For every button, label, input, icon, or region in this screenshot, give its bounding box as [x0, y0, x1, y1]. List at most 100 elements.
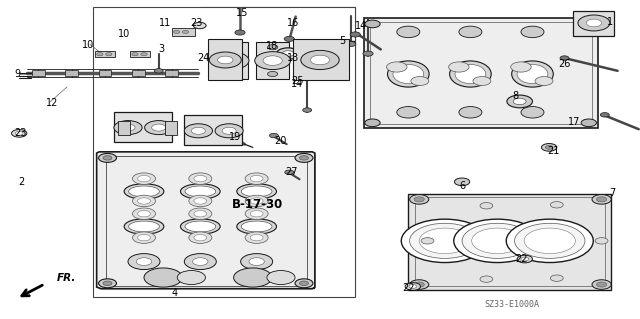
Circle shape	[132, 208, 156, 219]
Circle shape	[295, 279, 313, 288]
Circle shape	[209, 52, 241, 68]
Text: 27: 27	[285, 167, 298, 177]
Circle shape	[310, 55, 330, 65]
Circle shape	[480, 276, 493, 282]
Circle shape	[401, 219, 488, 263]
Circle shape	[189, 208, 212, 219]
Circle shape	[152, 124, 166, 131]
Text: 7: 7	[609, 188, 616, 198]
Circle shape	[363, 51, 373, 56]
Circle shape	[218, 56, 233, 64]
Text: 15: 15	[236, 8, 248, 18]
Circle shape	[255, 52, 291, 70]
Circle shape	[15, 131, 23, 135]
Circle shape	[305, 56, 324, 65]
Polygon shape	[95, 51, 115, 57]
Text: 10: 10	[118, 29, 131, 40]
Circle shape	[184, 124, 212, 138]
Text: 23: 23	[191, 18, 203, 28]
Circle shape	[245, 208, 268, 219]
Circle shape	[409, 285, 417, 288]
Polygon shape	[165, 70, 178, 76]
Circle shape	[97, 53, 103, 56]
Circle shape	[513, 98, 526, 105]
Text: 6: 6	[460, 181, 466, 191]
Circle shape	[138, 234, 150, 241]
Text: 10: 10	[82, 40, 94, 50]
Circle shape	[459, 107, 482, 118]
Circle shape	[595, 238, 608, 244]
Circle shape	[245, 173, 268, 184]
Circle shape	[596, 282, 607, 287]
Circle shape	[419, 228, 470, 254]
Circle shape	[235, 30, 245, 35]
Polygon shape	[132, 70, 145, 76]
Circle shape	[241, 254, 273, 270]
Polygon shape	[214, 42, 248, 79]
Circle shape	[282, 51, 294, 56]
Polygon shape	[99, 70, 111, 76]
Circle shape	[411, 77, 429, 85]
Polygon shape	[118, 121, 130, 135]
Circle shape	[132, 173, 156, 184]
Circle shape	[410, 195, 429, 204]
Ellipse shape	[124, 219, 164, 234]
Circle shape	[132, 53, 138, 56]
Circle shape	[365, 20, 380, 28]
Polygon shape	[114, 112, 172, 142]
Circle shape	[138, 175, 150, 182]
Circle shape	[154, 69, 163, 73]
Polygon shape	[99, 154, 314, 288]
Ellipse shape	[241, 221, 272, 232]
Ellipse shape	[237, 184, 276, 199]
Circle shape	[245, 195, 268, 207]
Circle shape	[365, 119, 380, 127]
Circle shape	[99, 279, 116, 288]
Ellipse shape	[517, 64, 548, 84]
Circle shape	[545, 145, 553, 149]
Text: 17: 17	[568, 117, 580, 127]
Circle shape	[506, 219, 593, 263]
Text: 22: 22	[402, 283, 415, 293]
Circle shape	[177, 271, 205, 285]
Text: 9: 9	[14, 69, 20, 79]
Circle shape	[234, 268, 272, 287]
Text: 2: 2	[18, 177, 24, 187]
Polygon shape	[204, 7, 355, 103]
Text: SZ33-E1000A: SZ33-E1000A	[484, 300, 540, 309]
Circle shape	[12, 130, 27, 137]
Circle shape	[193, 22, 206, 29]
Circle shape	[250, 198, 263, 204]
Text: 13: 13	[287, 53, 299, 63]
Circle shape	[194, 234, 207, 241]
Circle shape	[473, 77, 491, 85]
Circle shape	[194, 175, 207, 182]
Circle shape	[173, 30, 180, 33]
Text: 1: 1	[607, 17, 613, 27]
Text: 14: 14	[291, 78, 303, 89]
Circle shape	[249, 258, 264, 265]
Circle shape	[300, 156, 308, 160]
Circle shape	[480, 203, 493, 209]
Circle shape	[397, 107, 420, 118]
Polygon shape	[408, 194, 611, 290]
Circle shape	[144, 268, 182, 287]
Circle shape	[245, 232, 268, 243]
Circle shape	[136, 258, 152, 265]
Circle shape	[454, 178, 470, 186]
Polygon shape	[130, 51, 150, 57]
Circle shape	[535, 77, 553, 85]
Circle shape	[309, 45, 319, 50]
Circle shape	[517, 255, 532, 263]
Text: 25: 25	[291, 76, 304, 86]
Polygon shape	[573, 11, 614, 36]
Circle shape	[226, 71, 236, 77]
Circle shape	[263, 56, 282, 65]
Text: 5: 5	[339, 36, 346, 47]
Circle shape	[132, 195, 156, 207]
Ellipse shape	[129, 221, 159, 232]
Circle shape	[459, 26, 482, 38]
Circle shape	[410, 280, 429, 289]
Text: 19: 19	[229, 131, 241, 142]
Ellipse shape	[455, 64, 486, 84]
